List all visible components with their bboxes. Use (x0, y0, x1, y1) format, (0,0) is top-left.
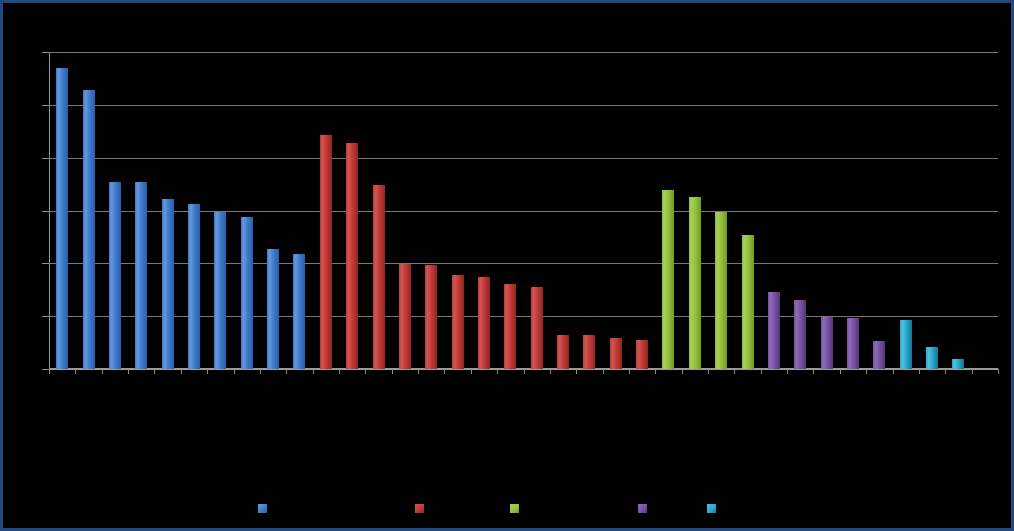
x-axis-tick (286, 369, 288, 374)
y-axis-tick (42, 52, 49, 53)
bar-series-4-purple-3 (820, 317, 833, 369)
bar-series-3-green-1 (662, 190, 675, 369)
x-axis-tick (866, 369, 868, 374)
bar-series-1-blue-7 (214, 212, 227, 369)
x-axis-tick (734, 369, 736, 374)
x-axis-tick (470, 369, 472, 374)
y-axis-tick (42, 105, 49, 106)
bar-series-4-purple-5 (873, 341, 886, 369)
gridline (49, 158, 998, 159)
bar-series-2-red-4 (398, 264, 411, 369)
bar-series-5-cyan-1 (899, 320, 912, 369)
bar-series-2-red-3 (372, 185, 385, 369)
x-axis-tick (207, 369, 209, 374)
bar-series-1-blue-9 (267, 249, 280, 369)
x-axis-tick (787, 369, 789, 374)
y-axis-tick (42, 316, 49, 317)
bar-series-1-blue-6 (187, 204, 200, 369)
bar-series-4-purple-2 (794, 300, 807, 369)
bar-series-4-purple-4 (847, 318, 859, 369)
bar-series-1-blue-5 (161, 199, 174, 369)
bar-series-3-green-4 (741, 235, 754, 369)
legend-swatch-series-2-red (415, 504, 424, 513)
gridline (49, 316, 998, 317)
x-axis-tick (180, 369, 182, 374)
bar-series-1-blue-3 (108, 182, 121, 369)
x-axis-tick (708, 369, 710, 374)
y-axis-tick (42, 211, 49, 212)
bar-series-2-red-7 (477, 277, 490, 369)
legend-swatch-series-5-cyan (707, 504, 716, 513)
x-axis-tick (101, 369, 103, 374)
x-axis-tick (497, 369, 499, 374)
x-axis-tick (523, 369, 525, 374)
x-axis-tick (75, 369, 77, 374)
y-axis-tick (42, 369, 49, 370)
y-axis-tick (42, 263, 49, 264)
x-axis-tick (549, 369, 551, 374)
x-axis-tick (154, 369, 156, 374)
bar-series-1-blue-4 (135, 182, 148, 369)
x-axis-tick (892, 369, 894, 374)
bar-series-5-cyan-3 (952, 359, 965, 369)
x-axis-tick (259, 369, 261, 374)
bar-series-2-red-9 (530, 287, 543, 369)
bar-series-1-blue-8 (240, 217, 253, 369)
y-axis-tick (42, 158, 49, 159)
x-axis-tick (49, 369, 50, 374)
x-axis-tick (998, 369, 999, 374)
x-axis-tick (681, 369, 683, 374)
x-axis-tick (971, 369, 973, 374)
x-axis-tick (365, 369, 367, 374)
x-axis-tick (128, 369, 130, 374)
x-axis-tick (418, 369, 420, 374)
gridline (49, 52, 998, 53)
y-axis-line (49, 52, 50, 369)
x-axis-tick (628, 369, 630, 374)
bar-series-2-red-13 (636, 340, 649, 369)
bar-series-3-green-2 (688, 197, 701, 369)
x-axis-tick (839, 369, 841, 374)
bar-series-2-red-1 (319, 135, 332, 369)
x-axis-tick (945, 369, 947, 374)
gridline (49, 263, 998, 264)
bar-series-1-blue-1 (56, 68, 69, 369)
legend (3, 3, 1011, 528)
legend-swatch-series-1-blue (258, 504, 267, 513)
x-axis-tick (760, 369, 762, 374)
x-axis-tick (918, 369, 920, 374)
x-axis-tick (813, 369, 815, 374)
bar-series-4-purple-1 (767, 292, 780, 369)
bar-series-5-cyan-2 (926, 347, 939, 369)
x-axis-tick (444, 369, 446, 374)
bar-series-1-blue-10 (293, 254, 306, 369)
plot-area (42, 52, 999, 374)
x-axis-tick (391, 369, 393, 374)
bar-series-2-red-8 (504, 284, 517, 369)
bar-series-2-red-12 (609, 338, 622, 369)
x-axis-tick (312, 369, 314, 374)
x-axis-tick (338, 369, 340, 374)
x-axis-tick (233, 369, 235, 374)
bar-series-1-blue-2 (82, 90, 95, 369)
x-axis-tick (576, 369, 578, 374)
x-axis-tick (655, 369, 657, 374)
bar-series-2-red-6 (451, 275, 464, 369)
bar-series-2-red-5 (425, 265, 438, 369)
bar-series-2-red-11 (583, 335, 596, 369)
bar-series-2-red-10 (557, 335, 570, 369)
bar-series-2-red-2 (346, 143, 359, 369)
x-axis-tick (602, 369, 604, 374)
gridline (49, 211, 998, 212)
bar-series-3-green-3 (715, 212, 728, 369)
legend-swatch-series-3-green (510, 504, 519, 513)
gridline (49, 105, 998, 106)
legend-swatch-series-4-purple (638, 504, 647, 513)
